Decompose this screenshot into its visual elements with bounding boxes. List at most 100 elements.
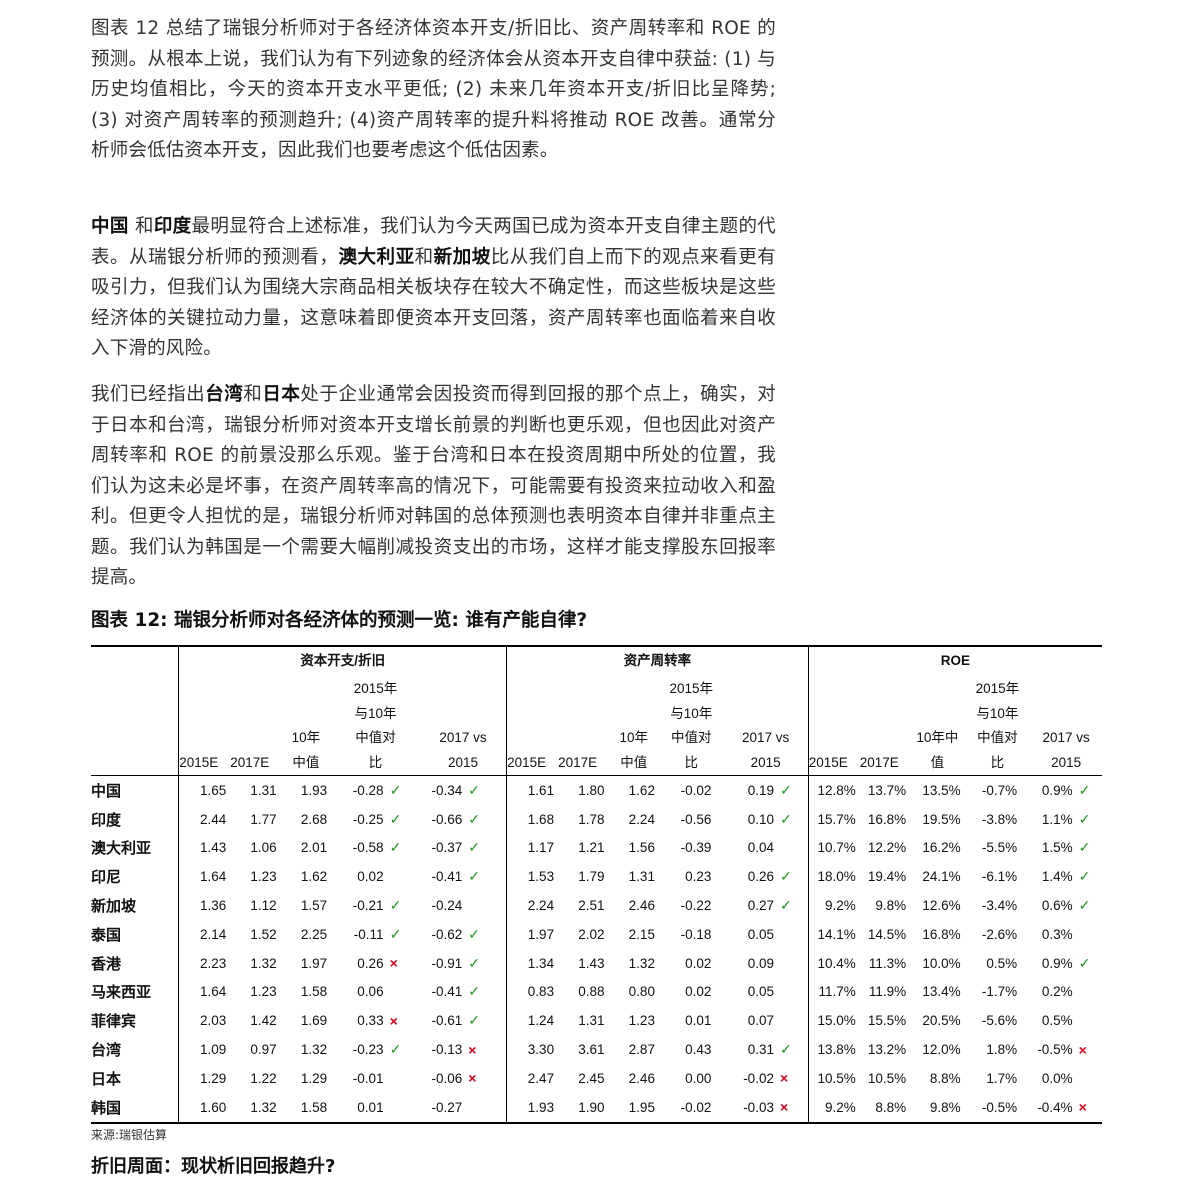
value-cell: 0.05 bbox=[747, 926, 774, 942]
value-cell: -0.5% bbox=[1037, 1042, 1073, 1058]
table-row: 中国 1.65 1.31 1.93 -0.28 ✓ -0.34 ✓ 1.61 1.80 1.62 -0… bbox=[91, 775, 1102, 805]
value-cell: -1.7% bbox=[981, 984, 1018, 1000]
value-cell: -0.02 bbox=[743, 1070, 774, 1086]
value-cell: 0.9% bbox=[1041, 782, 1073, 798]
value-cell: 0.26 bbox=[357, 955, 384, 971]
value-cell: 1.34 bbox=[506, 948, 559, 978]
value-cell: 0.23 bbox=[685, 869, 712, 885]
text-run: 比从我们自上而下的观点来看更有吸引力，但我们认为围绕大宗商品相关板块存在较大不确… bbox=[91, 246, 776, 360]
value-cell: 0.43 bbox=[685, 1042, 712, 1058]
value-cell: -0.41 bbox=[431, 984, 463, 1000]
value-cell: -0.39 bbox=[680, 840, 712, 856]
country-label: 澳大利亚 bbox=[91, 839, 152, 858]
value-cell: 1.95 bbox=[608, 1092, 659, 1124]
value-cell: -0.21 bbox=[352, 898, 384, 914]
check-icon: ✓ bbox=[779, 810, 792, 827]
value-cell: 1.24 bbox=[506, 1006, 559, 1036]
check-icon: ✓ bbox=[1078, 897, 1091, 914]
value-cell: 1.32 bbox=[230, 1092, 281, 1124]
country-label: 印尼 bbox=[91, 868, 122, 887]
check-icon: ✓ bbox=[468, 781, 480, 798]
value-cell: 1.42 bbox=[250, 1013, 277, 1029]
value-cell: 2.68 bbox=[300, 811, 328, 827]
check-icon: ✓ bbox=[779, 897, 792, 914]
value-cell: -5.5% bbox=[981, 840, 1018, 856]
country-label: 中国 bbox=[91, 781, 122, 800]
value-cell: 1.57 bbox=[300, 898, 328, 914]
value-cell: 0.04 bbox=[747, 840, 774, 856]
col-header-10yr-avg: 10年中值 bbox=[910, 675, 965, 776]
value-cell: 1.65 bbox=[178, 775, 231, 805]
value-cell: -0.4% bbox=[1030, 1092, 1077, 1124]
cross-icon: × bbox=[468, 1041, 477, 1058]
bold-keyword: 中国 bbox=[91, 216, 129, 237]
value-cell: 19.4% bbox=[867, 869, 907, 885]
value-cell: 8.8% bbox=[859, 1092, 911, 1124]
value-cell: 1.52 bbox=[250, 926, 277, 942]
value-cell: 0.05 bbox=[747, 984, 774, 1000]
value-cell: -0.22 bbox=[680, 898, 712, 914]
cross-icon: × bbox=[779, 1099, 789, 1116]
value-cell: 0.9% bbox=[1041, 955, 1073, 971]
value-cell: 1.23 bbox=[250, 984, 277, 1000]
value-cell: 2.46 bbox=[628, 1070, 655, 1086]
text-run: 和 bbox=[128, 216, 154, 237]
country-label: 日本 bbox=[91, 1069, 122, 1088]
value-cell: -0.5% bbox=[964, 1092, 1022, 1124]
cross-icon: × bbox=[1078, 1099, 1087, 1116]
check-icon: ✓ bbox=[468, 868, 480, 885]
value-cell: 1.06 bbox=[250, 840, 277, 856]
text-run: 图表 12 总结了瑞银分析师对于各经济体资本开支/折旧比、资产周转率和 ROE … bbox=[91, 18, 776, 161]
value-cell: -0.03 bbox=[723, 1092, 778, 1124]
value-cell: 1.31 bbox=[628, 869, 655, 885]
value-cell: 14.5% bbox=[867, 926, 907, 942]
value-cell: 0.33 bbox=[357, 1013, 384, 1029]
bold-keyword: 台湾 bbox=[205, 384, 244, 405]
table-row: 日本 1.29 1.22 1.29 -0.01 -0.06 × 2.47 2.45 2.46 0.0… bbox=[91, 1063, 1102, 1093]
value-cell: 0.02 bbox=[685, 955, 712, 971]
country-label: 韩国 bbox=[91, 1092, 179, 1124]
check-icon: ✓ bbox=[1078, 868, 1091, 885]
table-row: 韩国 1.60 1.32 1.58 0.01 -0.27 1.93 1.90 1.95 -0.02… bbox=[91, 1092, 1102, 1124]
table-body: 中国 1.65 1.31 1.93 -0.28 ✓ -0.34 ✓ 1.61 1.80 1.62 -0… bbox=[91, 775, 1102, 1124]
paragraph-3: 我们已经指出台湾和日本处于企业通常会因投资而得到回报的那个点上，确实，对于日本和… bbox=[91, 380, 776, 594]
country-label: 菲律宾 bbox=[91, 1012, 137, 1031]
value-cell: -0.61 bbox=[431, 1013, 463, 1029]
value-cell: 1.29 bbox=[300, 1070, 328, 1086]
value-cell: -0.66 bbox=[431, 811, 463, 827]
value-cell: 13.4% bbox=[922, 984, 961, 1000]
value-cell: -0.58 bbox=[352, 840, 384, 856]
value-cell: 18.0% bbox=[807, 862, 860, 892]
cross-icon: × bbox=[468, 1070, 477, 1087]
value-cell: -0.41 bbox=[431, 869, 463, 885]
col-header-2015e: 2015E bbox=[506, 675, 559, 776]
value-cell: 1.93 bbox=[300, 782, 328, 798]
value-cell: 0.10 bbox=[747, 811, 774, 827]
value-cell: 15.7% bbox=[807, 804, 860, 834]
value-cell: -0.23 bbox=[352, 1042, 384, 1058]
value-cell: 1.80 bbox=[578, 782, 605, 798]
check-icon: ✓ bbox=[389, 810, 402, 827]
value-cell: 10.5% bbox=[807, 1063, 860, 1093]
check-icon: ✓ bbox=[389, 925, 402, 942]
value-cell: 0.19 bbox=[747, 782, 774, 798]
value-cell: 0.02 bbox=[685, 984, 712, 1000]
value-cell: 1.21 bbox=[578, 840, 605, 856]
value-cell: 1.4% bbox=[1041, 869, 1073, 885]
country-label: 香港 bbox=[91, 954, 122, 973]
value-cell: 1.93 bbox=[506, 1092, 559, 1124]
value-cell: 13.7% bbox=[867, 782, 907, 798]
value-cell: 1.32 bbox=[628, 955, 655, 971]
value-cell: 1.64 bbox=[178, 977, 231, 1007]
value-cell: -6.1% bbox=[981, 869, 1018, 885]
value-cell: -0.7% bbox=[981, 782, 1018, 798]
value-cell: 11.7% bbox=[807, 977, 860, 1007]
value-cell: 3.61 bbox=[578, 1042, 605, 1058]
text-run: 最明显符合上述标准，我们认为今天两国已成为资本开支自律主题的代表。从瑞银分析师的… bbox=[91, 216, 777, 268]
value-cell: 19.5% bbox=[922, 811, 961, 827]
col-header-2017-vs-2015: 2017 vs 2015 bbox=[723, 675, 809, 776]
forecast-table: 资本开支/折旧 资产周转率 ROE 2015E 2017E 10年 中值 2015… bbox=[91, 645, 1102, 1124]
value-cell: 1.7% bbox=[986, 1070, 1018, 1086]
check-icon: ✓ bbox=[468, 954, 480, 971]
value-cell: 1.56 bbox=[628, 840, 655, 856]
